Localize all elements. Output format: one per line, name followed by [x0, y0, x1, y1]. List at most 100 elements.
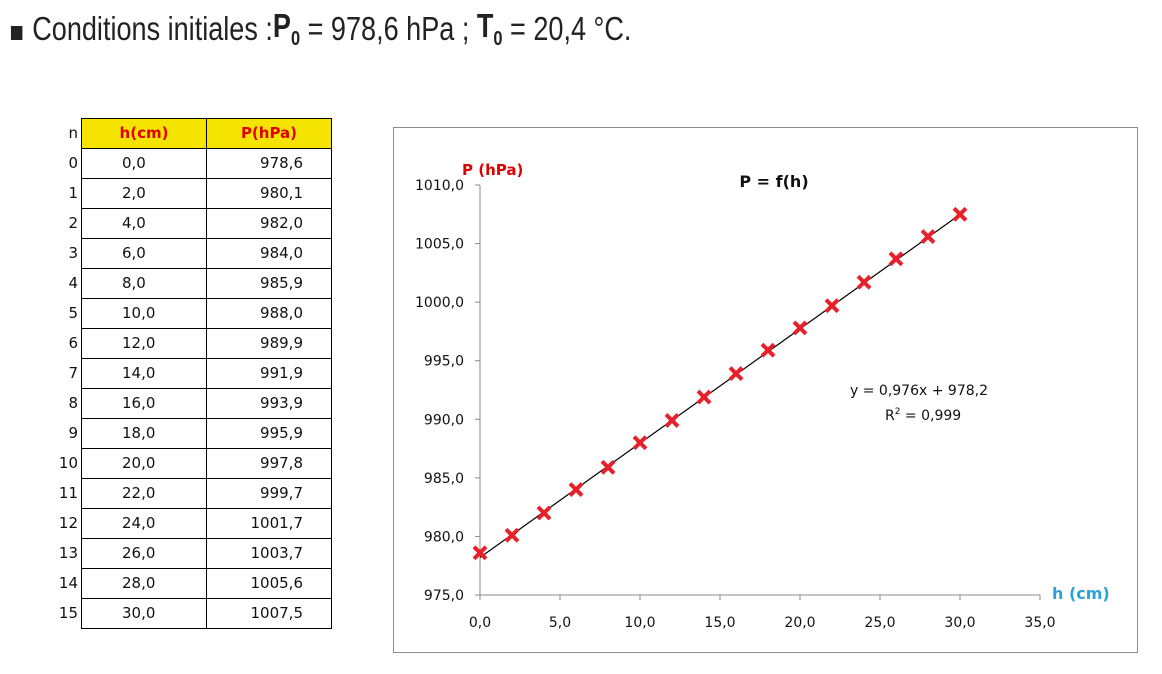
table-row: 13 26,0 1003,7	[44, 538, 332, 569]
r-squared: R2 = 0,999	[885, 407, 961, 424]
chart-title: P = f(h)	[739, 172, 808, 191]
table-row: 15 30,0 1007,5	[44, 598, 332, 629]
y-tick-label: 980,0	[424, 529, 464, 545]
data-point	[888, 251, 904, 267]
t0-value: = 20,4 °C.	[502, 10, 632, 47]
table-row: 5 10,0 988,0	[44, 298, 332, 329]
cell-h: 12,0	[81, 328, 207, 359]
column-header-h: h(cm)	[81, 118, 207, 149]
cell-h: 20,0	[81, 448, 207, 479]
data-point	[824, 298, 840, 314]
cell-p: 1007,5	[206, 598, 332, 629]
cell-h: 14,0	[81, 358, 207, 389]
cell-p: 1003,7	[206, 538, 332, 569]
pressure-vs-height-chart: 0,0 5,0 10,0 15,0 20,0 25,0 30,0 35,0 975,0 980,0…	[415, 161, 1110, 631]
cell-n: 3	[44, 238, 82, 269]
cell-n: 9	[44, 418, 82, 449]
cell-n: 6	[44, 328, 82, 359]
y-tick-label: 1010,0	[415, 178, 464, 194]
cell-h: 8,0	[81, 268, 207, 299]
y-tick-label: 975,0	[424, 588, 464, 604]
table-row: 8 16,0 993,9	[44, 388, 332, 419]
t0-symbol: T0	[476, 7, 503, 50]
cell-h: 28,0	[81, 568, 207, 599]
x-tick-label: 20,0	[784, 615, 815, 631]
cell-n: 12	[44, 508, 82, 539]
cell-h: 4,0	[81, 208, 207, 239]
table-row: 0 0,0 978,6	[44, 148, 332, 179]
table-row: 7 14,0 991,9	[44, 358, 332, 389]
table-row: 10 20,0 997,8	[44, 448, 332, 479]
data-point	[856, 274, 872, 290]
cell-p: 985,9	[206, 268, 332, 299]
conditions-prefix: Conditions initiales :	[32, 10, 273, 47]
cell-h: 18,0	[81, 418, 207, 449]
x-tick-label: 0,0	[469, 615, 491, 631]
cell-n: 7	[44, 358, 82, 389]
table-row: 12 24,0 1001,7	[44, 508, 332, 539]
x-tick-label: 25,0	[864, 615, 895, 631]
data-point	[792, 320, 808, 336]
cell-n: 5	[44, 298, 82, 329]
y-tick-label: 1000,0	[415, 295, 464, 311]
data-point	[472, 545, 488, 561]
y-tick-label: 995,0	[424, 354, 464, 370]
y-tick-label: 990,0	[424, 412, 464, 428]
table-row: 9 18,0 995,9	[44, 418, 332, 449]
cell-h: 30,0	[81, 598, 207, 629]
x-tick-label: 10,0	[624, 615, 655, 631]
cell-n: 13	[44, 538, 82, 569]
trendline	[479, 214, 961, 559]
data-point	[920, 229, 936, 244]
cell-h: 2,0	[81, 178, 207, 209]
column-header-p: P(hPa)	[206, 118, 332, 149]
cell-h: 10,0	[81, 298, 207, 329]
cell-n: 0	[44, 148, 82, 179]
cell-p: 995,9	[206, 418, 332, 449]
cell-p: 1001,7	[206, 508, 332, 539]
x-tick-label: 35,0	[1024, 615, 1055, 631]
cell-p: 999,7	[206, 478, 332, 509]
data-point	[952, 206, 968, 222]
data-point	[504, 527, 520, 543]
cell-n: 11	[44, 478, 82, 509]
data-point	[760, 342, 776, 358]
data-point	[728, 366, 744, 382]
cell-p: 980,1	[206, 178, 332, 209]
cell-h: 26,0	[81, 538, 207, 569]
table-row: 6 12,0 989,9	[44, 328, 332, 359]
cell-p: 978,6	[206, 148, 332, 179]
column-header-n: n	[44, 118, 82, 149]
table-row: 1 2,0 980,1	[44, 178, 332, 209]
data-point	[664, 413, 680, 428]
cell-p: 1005,6	[206, 568, 332, 599]
cell-n: 14	[44, 568, 82, 599]
cell-n: 15	[44, 598, 82, 629]
table-header-row: n h(cm) P(hPa)	[44, 118, 332, 149]
measurement-table: n h(cm) P(hPa) 0 0,0 978,6 1 2,0 980,1 2 4,0 982…	[44, 118, 332, 629]
table-body: 0 0,0 978,6 1 2,0 980,1 2 4,0 982,0 3 6,0 984,0 4 8,0…	[44, 148, 332, 629]
cell-n: 4	[44, 268, 82, 299]
cell-p: 989,9	[206, 328, 332, 359]
data-point	[568, 482, 584, 497]
cell-h: 24,0	[81, 508, 207, 539]
trend-equation: y = 0,976x + 978,2	[850, 383, 988, 399]
cell-p: 984,0	[206, 238, 332, 269]
y-tick-label: 985,0	[424, 471, 464, 487]
table-row: 14 28,0 1005,6	[44, 568, 332, 599]
cell-h: 22,0	[81, 478, 207, 509]
x-tick-label: 15,0	[704, 615, 735, 631]
cell-h: 6,0	[81, 238, 207, 269]
data-point	[600, 459, 616, 475]
x-tick-label: 5,0	[549, 615, 571, 631]
cell-n: 10	[44, 448, 82, 479]
cell-p: 982,0	[206, 208, 332, 239]
initial-conditions-line: Conditions initiales : P0 = 978,6 hPa ; …	[6, 4, 631, 54]
data-point	[696, 389, 712, 405]
cell-p: 988,0	[206, 298, 332, 329]
bullet-icon	[10, 26, 23, 40]
cell-p: 991,9	[206, 358, 332, 389]
cell-n: 2	[44, 208, 82, 239]
data-point	[536, 505, 552, 521]
table-row: 3 6,0 984,0	[44, 238, 332, 269]
